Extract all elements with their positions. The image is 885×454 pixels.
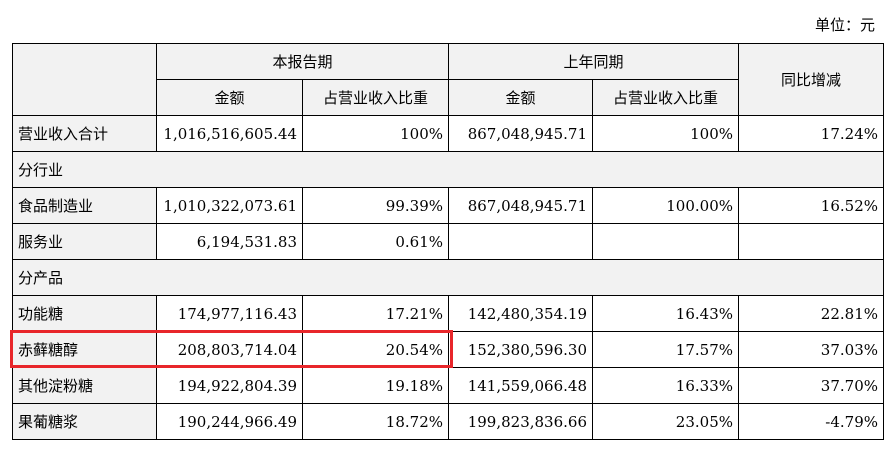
cell-current-share: 99.39% (302, 187, 449, 224)
cell-current-amount: 174,977,116.43 (156, 295, 303, 332)
cell-prior-amount: 141,559,066.48 (448, 367, 593, 404)
cell-current-amount: 194,922,804.39 (156, 367, 303, 404)
header-blank (12, 43, 157, 116)
section-row: 分行业 (12, 151, 884, 188)
cell-current-amount: 6,194,531.83 (156, 223, 303, 260)
cell-prior-amount: 152,380,596.30 (448, 331, 593, 368)
cell-current-amount: 1,016,516,605.44 (156, 115, 303, 152)
cell-current-share: 20.54% (302, 331, 449, 368)
cell-prior-share: 100% (592, 115, 739, 152)
header-current-amount: 金额 (156, 79, 303, 116)
cell-prior-amount: 867,048,945.71 (448, 115, 593, 152)
cell-current-share: 0.61% (302, 223, 449, 260)
revenue-table: 本报告期 上年同期 同比增减 金额 占营业收入比重 金额 占营业收入比重 营业收… (12, 43, 884, 440)
section-industry: 分行业 (12, 151, 884, 188)
table-row: 食品制造业 1,010,322,073.61 99.39% 867,048,94… (12, 187, 884, 224)
cell-current-amount: 190,244,966.49 (156, 403, 303, 440)
cell-current-share: 18.72% (302, 403, 449, 440)
cell-prior-share: 17.57% (592, 331, 739, 368)
table-row-highlighted: 赤藓糖醇 208,803,714.04 20.54% 152,380,596.3… (12, 331, 884, 368)
cell-prior-amount (448, 223, 593, 260)
header-current-share: 占营业收入比重 (302, 79, 449, 116)
table-row: 服务业 6,194,531.83 0.61% (12, 223, 884, 260)
cell-prior-share (592, 223, 739, 260)
row-label: 其他淀粉糖 (12, 367, 157, 404)
cell-yoy: 37.03% (738, 331, 884, 368)
cell-prior-amount: 199,823,836.66 (448, 403, 593, 440)
row-label: 营业收入合计 (12, 115, 157, 152)
table-row: 功能糖 174,977,116.43 17.21% 142,480,354.19… (12, 295, 884, 332)
row-label: 赤藓糖醇 (12, 331, 157, 368)
cell-current-share: 17.21% (302, 295, 449, 332)
cell-yoy: 37.70% (738, 367, 884, 404)
cell-prior-share: 16.33% (592, 367, 739, 404)
cell-current-share: 100% (302, 115, 449, 152)
header-prior-share: 占营业收入比重 (592, 79, 739, 116)
cell-yoy: 22.81% (738, 295, 884, 332)
cell-current-amount: 208,803,714.04 (156, 331, 303, 368)
section-product: 分产品 (12, 259, 884, 296)
header-current-period: 本报告期 (156, 43, 449, 80)
row-label: 功能糖 (12, 295, 157, 332)
cell-prior-share: 16.43% (592, 295, 739, 332)
cell-prior-amount: 867,048,945.71 (448, 187, 593, 224)
cell-yoy (738, 223, 884, 260)
table-row: 其他淀粉糖 194,922,804.39 19.18% 141,559,066.… (12, 367, 884, 404)
table-row: 营业收入合计 1,016,516,605.44 100% 867,048,945… (12, 115, 884, 152)
header-prior-period: 上年同期 (448, 43, 739, 80)
unit-label: 单位：元 (814, 16, 875, 34)
cell-current-share: 19.18% (302, 367, 449, 404)
cell-prior-share: 23.05% (592, 403, 739, 440)
row-label: 服务业 (12, 223, 157, 260)
table-row: 果葡糖浆 190,244,966.49 18.72% 199,823,836.6… (12, 403, 884, 440)
row-label: 果葡糖浆 (12, 403, 157, 440)
cell-current-amount: 1,010,322,073.61 (156, 187, 303, 224)
header-prior-amount: 金额 (448, 79, 593, 116)
section-row: 分产品 (12, 259, 884, 296)
cell-prior-share: 100.00% (592, 187, 739, 224)
cell-yoy: 17.24% (738, 115, 884, 152)
row-label: 食品制造业 (12, 187, 157, 224)
cell-prior-amount: 142,480,354.19 (448, 295, 593, 332)
cell-yoy: 16.52% (738, 187, 884, 224)
cell-yoy: -4.79% (738, 403, 884, 440)
header-yoy-change: 同比增减 (738, 43, 884, 116)
